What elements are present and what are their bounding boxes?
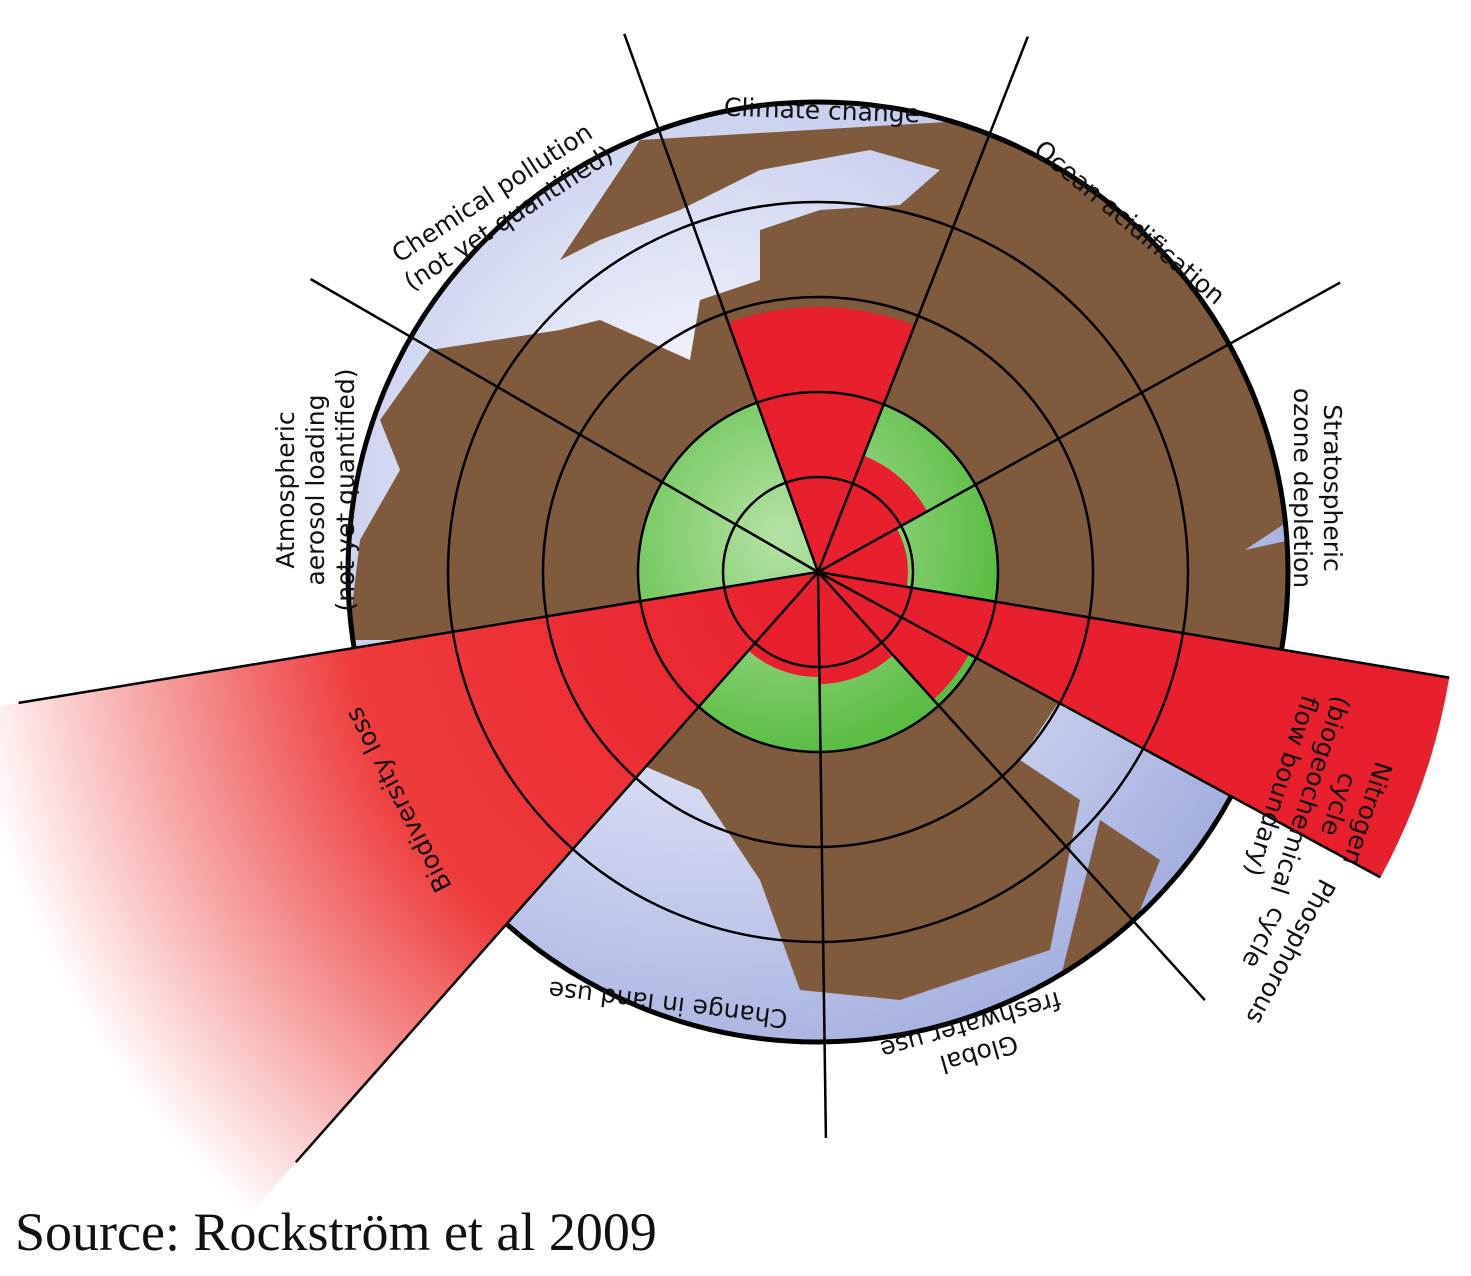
sector-line [816, 36, 1029, 573]
label-line: (not yet quantified) [331, 369, 360, 612]
sector-label: Atmospheric aerosol loading (not yet quant… [271, 369, 360, 612]
sector-line [309, 277, 819, 574]
boundary-wedge [818, 572, 1450, 878]
sector-line [623, 33, 820, 573]
boundary-wedge [818, 572, 970, 700]
label-line: Atmospheric [271, 411, 300, 568]
label-line: Stratospheric [1318, 404, 1347, 571]
boundary-wedge [818, 455, 928, 572]
sector-line [294, 571, 819, 1164]
boundary-wedge [818, 572, 894, 684]
sector-line [18, 570, 819, 705]
label-line: aerosol loading [301, 394, 330, 585]
sector-label: Climate change [723, 93, 920, 129]
source: Source: Rockström et al 2009 [15, 1202, 657, 1262]
sector-line [817, 571, 1206, 1001]
sector-line [816, 571, 828, 1138]
boundary-wedge [727, 307, 915, 572]
sector-line [817, 570, 1382, 879]
boundary-wedge [818, 528, 908, 587]
globe-art [0, 33, 1450, 1232]
sector-line [817, 281, 1341, 574]
boundary-wedge [0, 572, 818, 1232]
sector-line [817, 570, 1450, 679]
label-line: Climate change [723, 93, 920, 129]
label-line: ozone depletion [1288, 388, 1317, 588]
